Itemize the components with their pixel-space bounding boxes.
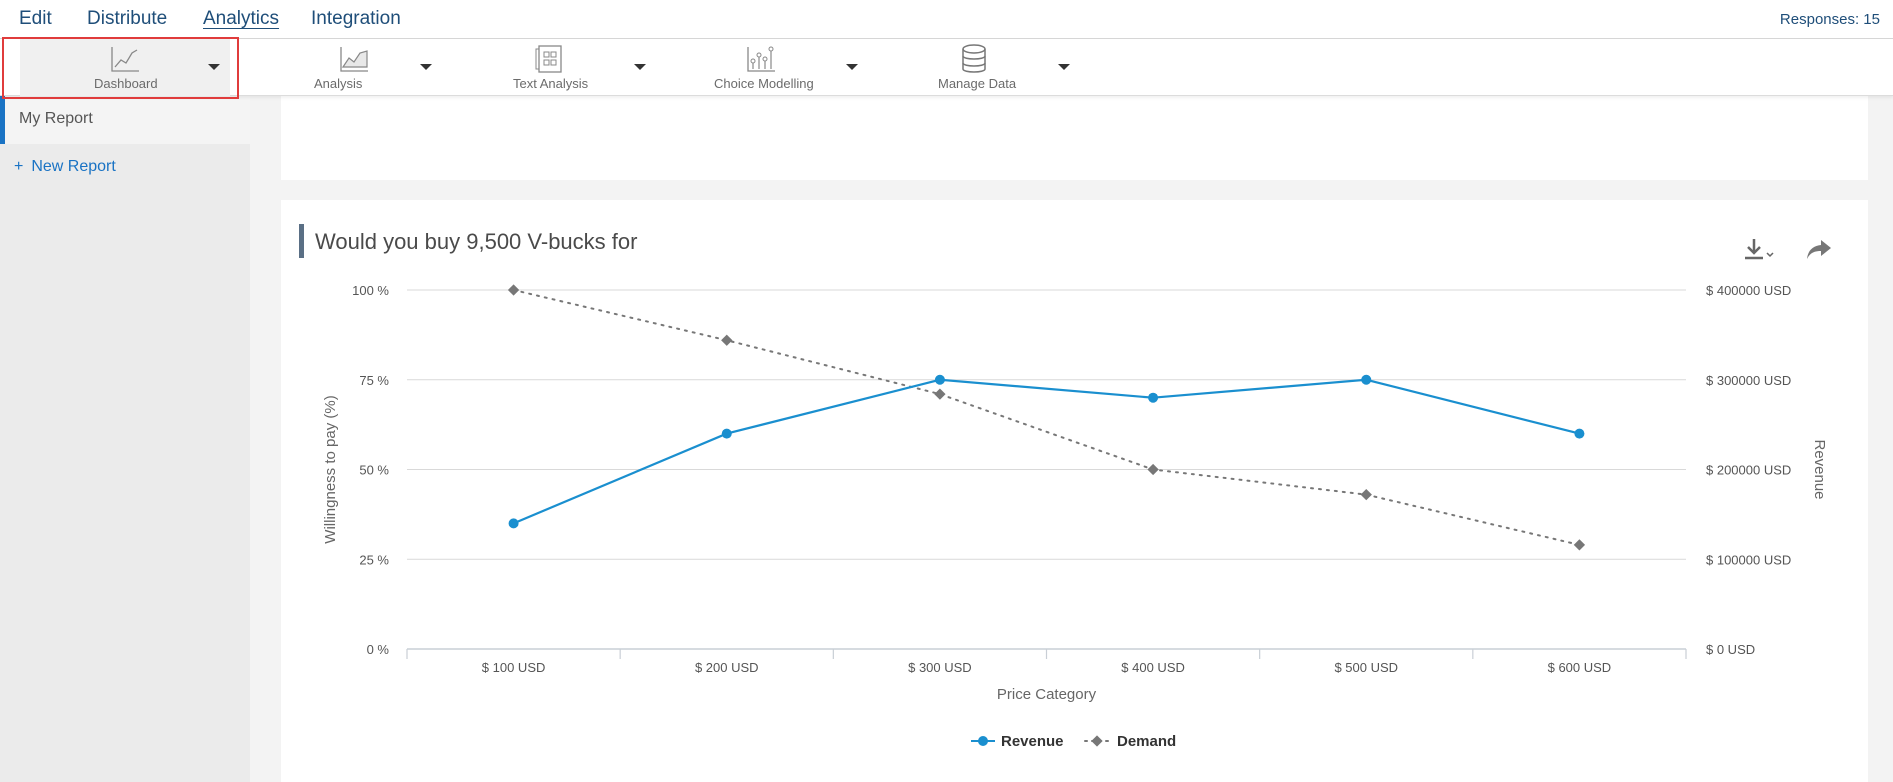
revenue-point [721, 428, 732, 439]
y-axis-left-title: Willingness to pay (%) [322, 395, 339, 543]
top-nav: Edit Distribute Analytics Integration Re… [0, 0, 1893, 39]
chevron-down-icon[interactable] [634, 64, 646, 70]
demand-point [1573, 539, 1586, 551]
y-left-tick-label: 25 % [359, 552, 389, 567]
download-icon[interactable] [1742, 236, 1776, 264]
sidebar: My Report + New Report [0, 96, 250, 782]
chevron-down-icon[interactable] [208, 64, 220, 70]
tab-analytics[interactable]: Analytics [203, 8, 280, 29]
sidebar-item-my-report[interactable]: My Report [0, 96, 250, 144]
chevron-down-icon[interactable] [846, 64, 858, 70]
dashboard-tool[interactable]: Dashboard [20, 39, 230, 96]
plus-icon: + [14, 158, 24, 175]
y-right-tick-label: $ 100000 USD [1706, 552, 1791, 567]
tab-distribute[interactable]: Distribute [87, 8, 168, 29]
y-left-tick-label: 50 % [359, 463, 389, 478]
report-panel-top [281, 96, 1868, 180]
text-analysis-label: Text Analysis [513, 76, 589, 91]
dashboard-label: Dashboard [94, 76, 158, 91]
responses-count: Responses: 15 [1779, 11, 1880, 28]
line-chart: 0 % $ 0 USD 25 % $ 100000 USD 50 % $ 200000 U… [322, 283, 1828, 750]
area-chart-icon [340, 47, 368, 72]
x-tick-label: $ 300 USD [908, 660, 972, 675]
share-icon[interactable] [1805, 236, 1833, 262]
chevron-down-icon[interactable] [1058, 64, 1070, 70]
x-tick-label: $ 500 USD [1334, 660, 1398, 675]
new-report-link[interactable]: + New Report [14, 158, 116, 176]
y-left-tick-label: 75 % [359, 373, 389, 388]
scatter-chart-icon [747, 46, 775, 72]
analysis-tool[interactable]: Analysis [296, 39, 436, 96]
x-tick-label: $ 400 USD [1121, 660, 1185, 675]
y-right-tick-label: $ 300000 USD [1706, 373, 1791, 388]
y-right-tick-label: $ 0 USD [1706, 642, 1755, 657]
sidebar-item-label: My Report [19, 110, 93, 127]
analysis-label: Analysis [314, 76, 363, 91]
database-icon [962, 44, 986, 73]
revenue-line [513, 378, 1580, 525]
x-tick-label: $ 200 USD [695, 660, 759, 675]
y-axis-right-title: Revenue [1811, 439, 1828, 499]
y-right-tick-label: $ 400000 USD [1706, 283, 1791, 298]
chart-panel: Would you buy 9,500 V-bucks for 0 % $ 0 U… [281, 200, 1868, 782]
revenue-point [508, 518, 519, 529]
line-chart-icon [111, 47, 139, 72]
toolbar: Dashboard Analysis Text Analysis [0, 39, 1893, 96]
text-grid-icon [535, 45, 562, 73]
x-axis-title: Price Category [997, 686, 1097, 703]
choice-modelling-tool[interactable]: Choice Modelling [713, 39, 863, 96]
x-tick-label: $ 100 USD [482, 660, 546, 675]
revenue-point [1148, 392, 1159, 403]
manage-data-tool[interactable]: Manage Data [936, 39, 1076, 96]
choice-modelling-label: Choice Modelling [714, 76, 814, 91]
demand-point [721, 334, 733, 346]
new-report-label: New Report [31, 158, 116, 175]
y-left-tick-label: 0 % [367, 642, 390, 657]
legend-demand-label: Demand [1117, 733, 1176, 750]
legend-demand-marker [1091, 735, 1103, 747]
y-right-tick-label: $ 200000 USD [1706, 463, 1791, 478]
manage-data-label: Manage Data [938, 76, 1017, 91]
y-left-tick-label: 100 % [352, 283, 389, 298]
tab-edit[interactable]: Edit [19, 8, 52, 29]
legend-revenue-label: Revenue [1001, 733, 1064, 750]
text-analysis-tool[interactable]: Text Analysis [510, 39, 650, 96]
tab-integration[interactable]: Integration [311, 8, 401, 29]
revenue-point [934, 374, 945, 385]
demand-point [507, 284, 520, 296]
x-tick-label: $ 600 USD [1548, 660, 1612, 675]
revenue-point [1361, 374, 1372, 385]
revenue-point [1574, 428, 1585, 439]
demand-point [934, 388, 946, 400]
demand-point [1147, 463, 1159, 476]
legend-revenue-marker [978, 736, 988, 746]
demand-point [1360, 488, 1372, 501]
demand-line [512, 289, 1581, 546]
chevron-down-icon[interactable] [420, 64, 432, 70]
chart-title: Would you buy 9,500 V-bucks for [315, 229, 638, 254]
title-accent-bar [299, 224, 304, 258]
